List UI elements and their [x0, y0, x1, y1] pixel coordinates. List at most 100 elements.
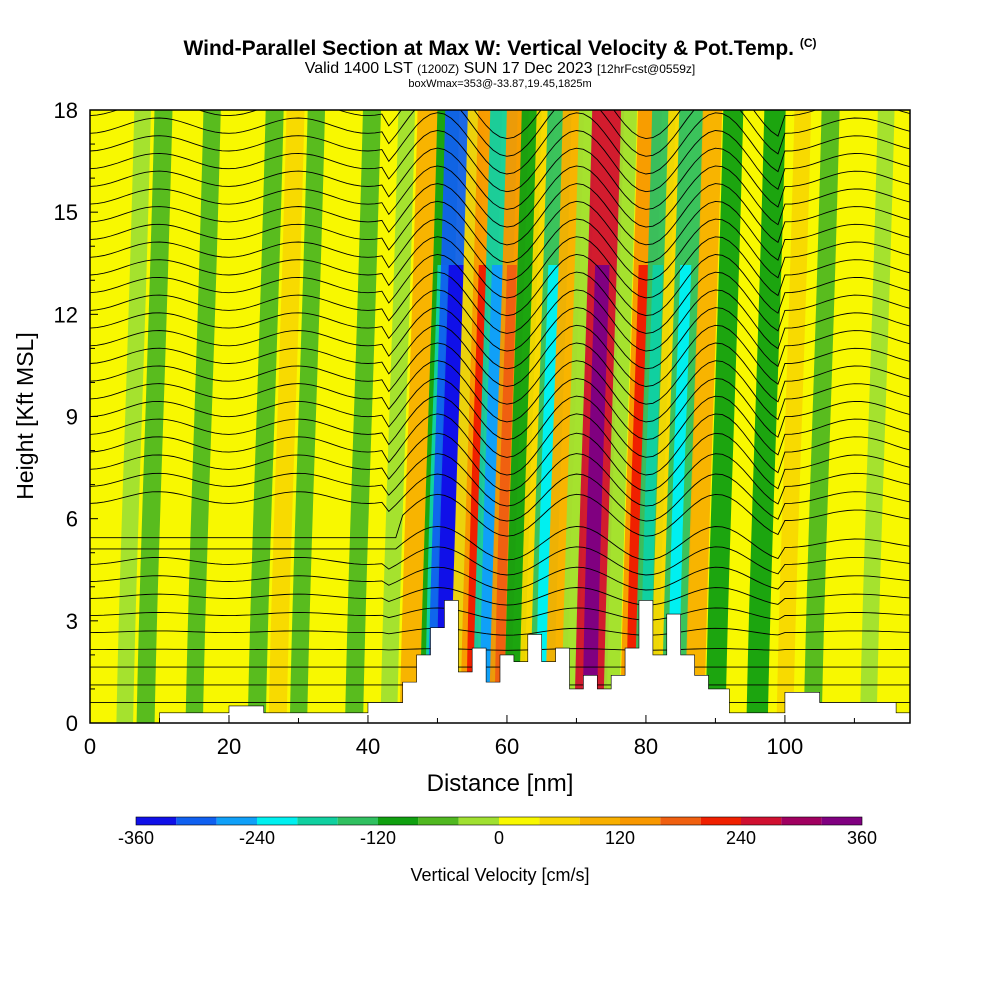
- theta-contour-23: [90, 253, 910, 317]
- y-tick-label-18: 18: [54, 98, 78, 123]
- theta-contour-29: [90, 147, 910, 210]
- colorbar-swatch-3: [257, 817, 298, 825]
- y-axis: 0 3 6 9 12 15 18: [54, 98, 98, 736]
- theta-contour-31: [90, 112, 910, 175]
- w-core-14: [436, 265, 465, 683]
- x-tick-label-80: 80: [634, 734, 658, 759]
- theta-contour-16: [90, 377, 910, 441]
- chart-title: Wind-Parallel Section at Max W: Vertical…: [183, 36, 817, 60]
- w-band-0: [102, 110, 137, 723]
- colorbar-label: Vertical Velocity [cm/s]: [410, 865, 589, 885]
- x-axis: 0 20 40 60 80 100: [84, 715, 855, 759]
- w-band-32: [728, 110, 763, 723]
- colorbar-swatch-2: [216, 817, 257, 825]
- colorbar-swatch-1: [176, 817, 217, 825]
- w-band-4: [185, 110, 221, 723]
- theta-contour-5: [90, 607, 910, 621]
- colorbar-swatch-17: [821, 817, 862, 825]
- w-band-23: [561, 110, 596, 723]
- colorbar-frame: [135, 816, 863, 826]
- w-band-30: [684, 110, 723, 723]
- theta-contour-6: [90, 587, 910, 606]
- colorbar-swatch-13: [660, 817, 701, 825]
- colorbar-tick--240: -240: [239, 828, 275, 848]
- colorbar-swatch-5: [337, 817, 378, 825]
- terrain-profile: [90, 600, 910, 723]
- colorbar-swatch-0: [136, 817, 177, 825]
- w-band-3: [165, 110, 199, 723]
- colorbar-swatch-15: [741, 817, 782, 825]
- box-info: boxWmax=353@-33.87,19.45,1825m: [408, 78, 592, 90]
- y-tick-label-12: 12: [54, 302, 78, 327]
- w-core-24: [583, 265, 610, 683]
- theta-contour-4: [90, 627, 910, 636]
- colorbar-tick--120: -120: [360, 828, 396, 848]
- colorbar-swatch-7: [418, 817, 459, 825]
- theta-contour-18: [90, 342, 910, 405]
- x-tick-label-100: 100: [767, 734, 804, 759]
- colorbar-swatch-14: [700, 817, 741, 825]
- colorbar-tick-120: 120: [605, 828, 635, 848]
- w-band-37: [859, 110, 895, 723]
- x-tick-label-40: 40: [356, 734, 380, 759]
- theta-contour-32: [90, 110, 910, 157]
- y-tick-label-15: 15: [54, 200, 78, 225]
- colorbar-swatch-10: [539, 817, 580, 825]
- x-tick-label-60: 60: [495, 734, 519, 759]
- w-band-22: [544, 110, 585, 723]
- theta-contour-3: [90, 648, 910, 651]
- w-band-12: [399, 110, 438, 723]
- w-band-36: [832, 110, 867, 723]
- theta-contour-7: [90, 566, 910, 591]
- colorbar-swatch-8: [458, 817, 499, 825]
- theta-contour-14: [90, 413, 910, 476]
- colorbar-tick-360: 360: [847, 828, 877, 848]
- y-tick-label-3: 3: [66, 609, 78, 634]
- theta-contour-20: [90, 307, 910, 370]
- colorbar-swatch-16: [781, 817, 822, 825]
- colorbar-swatch-4: [297, 817, 338, 825]
- colorbar-swatch-9: [499, 817, 540, 825]
- theta-contour-9: [90, 525, 910, 561]
- theta-contour-12: [90, 453, 910, 507]
- y-axis-label: Height [Kft MSL]: [12, 332, 38, 499]
- theta-contour-21: [90, 289, 910, 352]
- chart-subtitle: Valid 1400 LST (1200Z) SUN 17 Dec 2023 […: [304, 60, 696, 77]
- y-tick-label-6: 6: [66, 507, 78, 532]
- colorbar-swatch-6: [378, 817, 419, 825]
- theta-contour-25: [90, 218, 910, 281]
- x-axis-label: Distance [nm]: [427, 770, 574, 797]
- w-band-35: [803, 110, 840, 723]
- x-tick-label-20: 20: [217, 734, 241, 759]
- w-band-2: [136, 110, 173, 723]
- x-tick-label-0: 0: [84, 734, 96, 759]
- w-band-1: [116, 110, 151, 723]
- w-band-33: [746, 110, 786, 723]
- colorbar-tick-240: 240: [726, 828, 756, 848]
- theta-contour-8: [90, 546, 910, 576]
- theta-contour-33: [90, 110, 910, 140]
- theta-contour-15: [90, 395, 910, 458]
- theta-contour-26: [90, 200, 910, 264]
- colorbar-swatch-12: [620, 817, 661, 825]
- w-band-7: [268, 110, 305, 723]
- title-tag: (C): [799, 36, 817, 50]
- theta-contour-22: [90, 271, 910, 334]
- theta-contour-28: [90, 165, 910, 228]
- theta-contour-24: [90, 236, 910, 299]
- vertical-velocity-field: [102, 110, 910, 723]
- theta-contour-19: [90, 324, 910, 387]
- w-core-17: [479, 265, 505, 683]
- y-tick-label-9: 9: [66, 405, 78, 430]
- colorbar-tick--360: -360: [118, 828, 154, 848]
- w-band-25: [603, 110, 638, 723]
- theta-contour-13: [90, 432, 910, 492]
- colorbar-tick-0: 0: [494, 828, 504, 848]
- potential-temperature-contours: [90, 110, 910, 704]
- theta-contour-17: [90, 360, 910, 423]
- y-tick-label-0: 0: [66, 711, 78, 736]
- w-band-38: [888, 110, 910, 723]
- colorbar: -360 -240 -120 0 120 240 360: [118, 816, 877, 848]
- theta-contour-30: [90, 129, 910, 193]
